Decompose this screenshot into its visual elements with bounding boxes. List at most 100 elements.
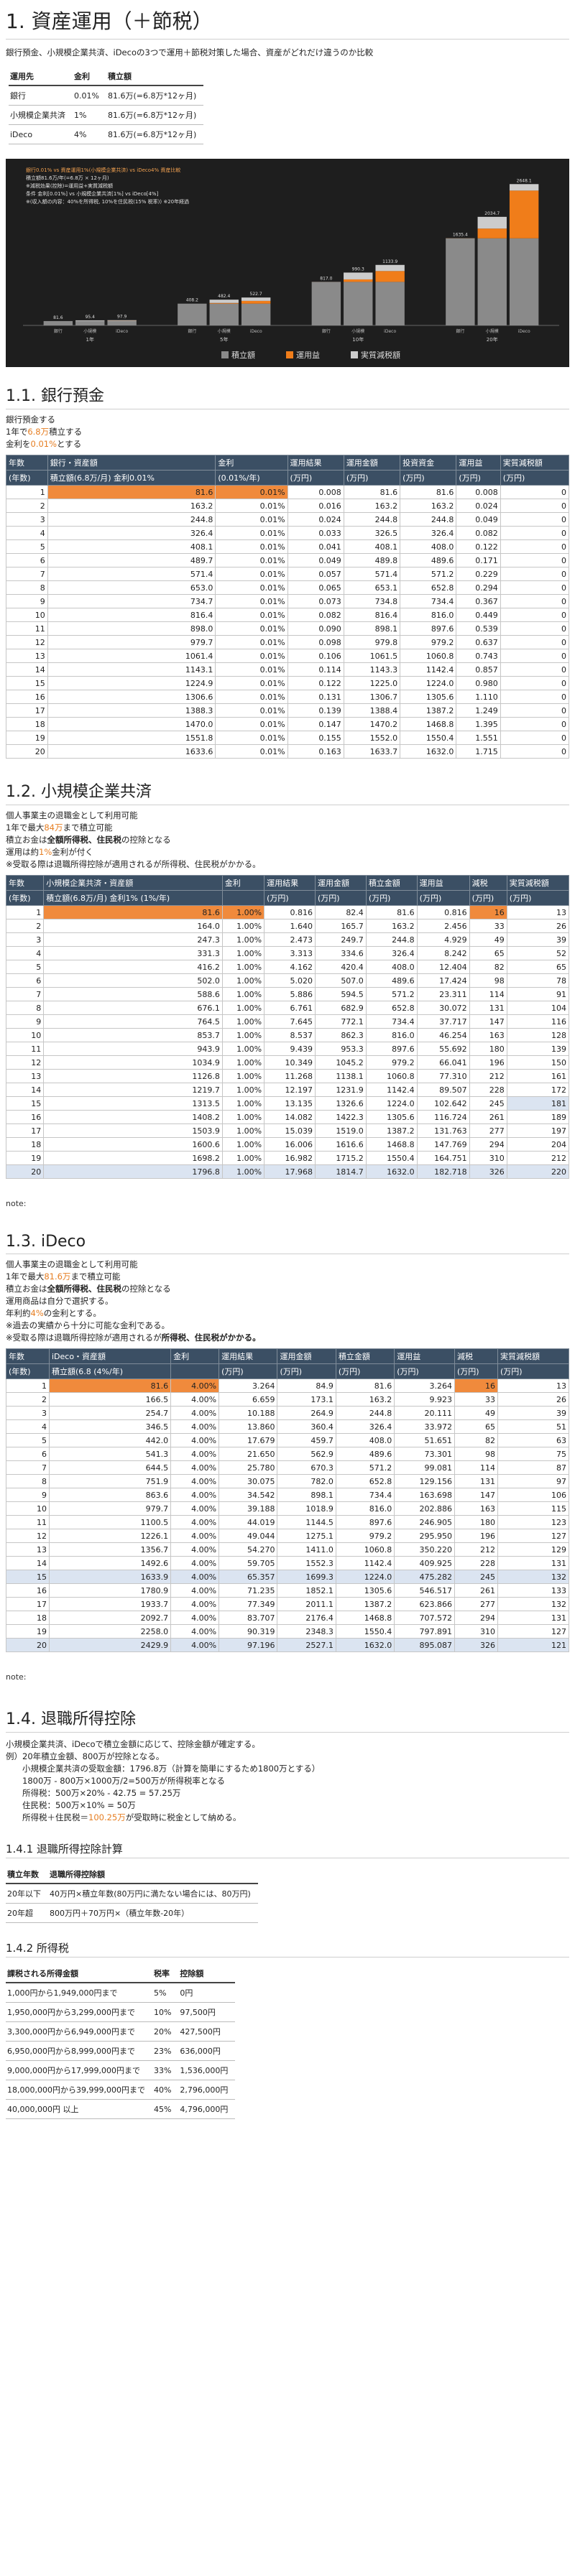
table-cell: 44.019 (218, 1515, 278, 1529)
summary-cell: iDeco (9, 124, 73, 144)
table-cell: 0.139 (287, 703, 344, 718)
chart-bar-積立額 (75, 320, 105, 325)
table-cell: 163.2 (365, 919, 418, 933)
table-cell: 1.00% (221, 1042, 265, 1056)
chart-title-line: 銀行0.01% vs 資産運用1%(小規模企業共済) vs iDeco4% 資産… (26, 167, 180, 173)
table-cell: 4.00% (170, 1433, 220, 1447)
chart-bar-実質減税額 (477, 216, 507, 229)
table-cell: 652.8 (335, 1474, 395, 1488)
table-cell: 129 (497, 1542, 570, 1557)
table-cell: 46.254 (416, 1028, 470, 1042)
summary-cell: 81.6万(=6.8万*12ヶ月) (106, 85, 204, 106)
table-row: 8 751.9 4.00% 30.075 782.0 652.8 129.156 131 97 (6, 1474, 570, 1488)
table-row: 3 244.8 0.01% 0.024 244.8 244.8 0.049 0 (6, 512, 570, 527)
table-row: 19 1698.2 1.00% 16.982 1715.2 1550.4 164.751 31… (5, 1151, 570, 1165)
description-line: 個人事業主の退職金として利用可能 (6, 1259, 569, 1271)
retire-line: 1800万 - 800万×1000万/2=500万が所得税率となる (6, 1775, 569, 1787)
table-cell: 8 (6, 1474, 50, 1488)
table-cell: 14 (5, 1083, 45, 1097)
table-row: 9 734.7 0.01% 0.073 734.8 734.4 0.367 0 (6, 594, 570, 608)
table-cell: 1.00% (221, 1096, 265, 1111)
chart-legend-label: 運用益 (296, 350, 320, 360)
table-cell: 102.642 (416, 1096, 470, 1111)
tax-cell: 33% (152, 2060, 179, 2080)
table-cell: 163.2 (343, 499, 401, 513)
description-text: 0.01% (30, 439, 58, 449)
table-cell: 1060.8 (400, 649, 457, 663)
table-cell: 244.8 (335, 1406, 395, 1420)
table-cell: 10 (6, 1501, 50, 1516)
chart-bar-運用益 (375, 271, 405, 282)
table-cell: 1616.6 (314, 1137, 367, 1152)
deduction-table: 積立年数 退職所得控除額 20年以下 40万円×積立年数(80万円に満たない場合には… (6, 1866, 258, 1923)
description-text: 1年で最大 (6, 823, 45, 833)
table-cell: 1796.8 (43, 1164, 223, 1179)
table-cell: 816.0 (400, 608, 457, 622)
retire-tail: が受取時に税金として納める。 (125, 1812, 242, 1822)
table-cell: 0.163 (287, 744, 344, 759)
table-cell: 11 (6, 621, 48, 636)
summary-cell: 0.01% (73, 85, 106, 106)
table-cell: 114 (454, 1460, 498, 1475)
chart-data-label: 817.0 (320, 276, 332, 281)
table-cell: 4.00% (170, 1392, 220, 1407)
table-cell: 81.6 (343, 485, 401, 499)
table-cell: 9 (6, 594, 48, 608)
tax-cell: 1,950,000円から3,299,000円まで (6, 2002, 152, 2022)
table-cell: 571.2 (335, 1460, 395, 1475)
chart-data-label: 990.3 (352, 267, 364, 272)
table-cell: 4.00% (170, 1597, 220, 1611)
table-cell: 1633.9 (48, 1570, 172, 1584)
table-cell: 13 (6, 1542, 50, 1557)
table-row: 18 2092.7 4.00% 83.707 2176.4 1468.8 707.572 29… (6, 1611, 570, 1625)
table-cell: 734.4 (400, 594, 457, 608)
table-cell: 416.2 (43, 960, 223, 974)
table-cell: 1356.7 (48, 1542, 172, 1557)
tax-cell: 23% (152, 2041, 179, 2061)
table-cell: 1552.3 (277, 1556, 336, 1570)
table-header: (年数) (6, 1363, 50, 1379)
table-cell: 123 (497, 1515, 570, 1529)
tax-cell: 5% (152, 1983, 179, 2003)
table-cell: 0.01% (215, 649, 288, 663)
table-cell: 0 (500, 499, 570, 513)
kyosai-description: 個人事業主の退職金として利用可能 1年で最大84万まで積立可能 積立お金は全額所得税… (6, 810, 569, 871)
table-cell: 14 (6, 662, 48, 677)
table-cell: 0.065 (287, 580, 344, 595)
chart-data-label: 408.2 (186, 298, 198, 303)
table-cell: 18 (6, 717, 48, 731)
table-cell: 4.00% (170, 1447, 220, 1461)
retire-highlight: 100.25万 (88, 1812, 126, 1822)
table-cell: 1699.3 (277, 1570, 336, 1584)
table-cell: 1387.2 (365, 1123, 418, 1138)
chart-svg: 銀行0.01% vs 資産運用1%(小規模企業共済) vs iDeco4% 資産… (23, 167, 559, 360)
tax-row: 40,000,000円 以上 45% 4,796,000円 (6, 2099, 236, 2119)
table-cell: 0 (500, 703, 570, 718)
table-cell: 1.00% (221, 1137, 265, 1152)
table-cell: 30.072 (416, 1001, 470, 1015)
table-cell: 49.044 (218, 1529, 278, 1543)
kyosai-note: note: (6, 1199, 27, 1208)
table-cell: 161 (506, 1069, 570, 1083)
table-cell: 245 (469, 1096, 507, 1111)
table-cell: 21.650 (218, 1447, 278, 1461)
table-cell: 82.4 (314, 905, 367, 919)
table-header: 運用結果 (264, 875, 316, 891)
table-cell: 91 (506, 987, 570, 1001)
description-text: 年利約 (6, 1308, 31, 1318)
table-row: 1 81.6 0.01% 0.008 81.6 81.6 0.008 0 (6, 485, 570, 499)
table-cell: 1.249 (456, 703, 501, 718)
tax-cell: 20% (152, 2021, 179, 2042)
table-cell: 106 (497, 1488, 570, 1502)
deduction-cell: 20年超 (6, 1903, 48, 1923)
table-cell: 26 (506, 919, 570, 933)
table-cell: 16.982 (264, 1151, 316, 1165)
table-row: 17 1933.7 4.00% 77.349 2011.1 1387.2 623.866 27… (6, 1597, 570, 1611)
tax-cell: 4,796,000円 (178, 2099, 236, 2119)
chart-tick-label: 小規模 (83, 328, 96, 334)
table-header: (万円) (394, 1363, 455, 1379)
table-cell: 5 (6, 1433, 50, 1447)
table-cell: 0 (500, 567, 570, 581)
tax-header: 控除額 (178, 1965, 236, 1983)
table-cell: 202.886 (394, 1501, 455, 1516)
